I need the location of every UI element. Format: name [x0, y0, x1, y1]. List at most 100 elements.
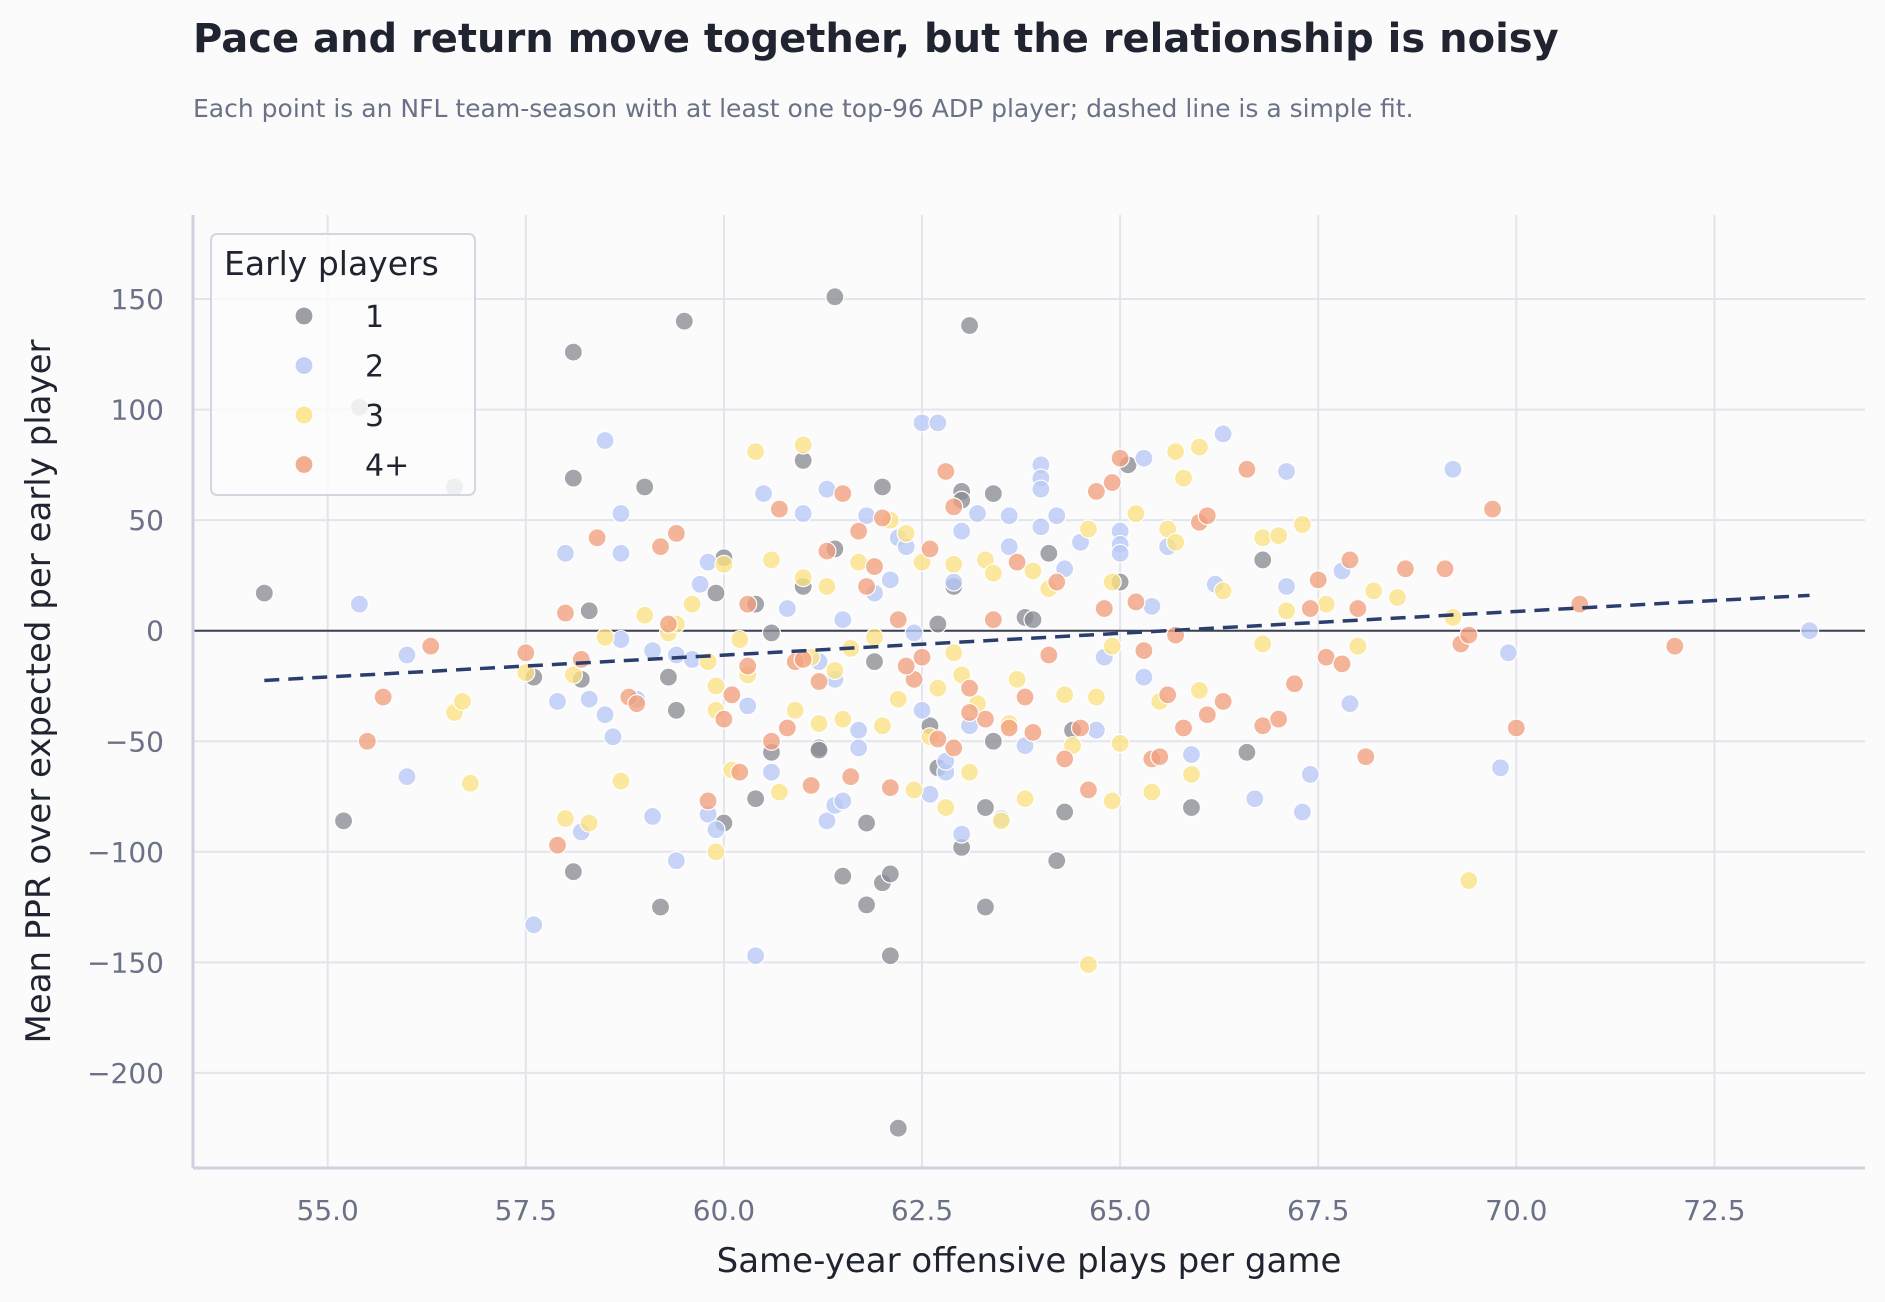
legend-label: 4+: [365, 449, 409, 484]
y-tick-label: −50: [105, 725, 164, 758]
data-point-series-2: [920, 784, 940, 804]
data-point-series-4+: [769, 499, 789, 519]
data-point-series-3: [944, 554, 964, 574]
data-point-series-4+: [841, 767, 861, 787]
data-point-series-2: [833, 791, 853, 811]
x-tick-label: 65.0: [1089, 1194, 1151, 1227]
data-point-series-1: [658, 667, 679, 687]
data-point-series-2: [595, 430, 615, 451]
data-point-series-4+: [1110, 448, 1130, 468]
data-point-series-3: [1102, 636, 1122, 656]
y-axis-label: Mean PPR over expected per early player: [19, 339, 59, 1043]
data-point-series-2: [817, 479, 837, 499]
data-point-series-1: [825, 287, 845, 307]
data-point-series-3: [888, 689, 908, 709]
data-point-series-4+: [1173, 718, 1194, 738]
data-point-series-3: [1292, 514, 1312, 535]
data-point-series-2: [1031, 479, 1051, 499]
data-point-series-1: [809, 740, 829, 760]
data-point-series-3: [555, 809, 576, 829]
data-point-series-3: [706, 676, 726, 696]
data-point-series-4+: [896, 656, 916, 676]
data-point-series-3: [1102, 791, 1122, 811]
data-point-series-2: [952, 824, 972, 844]
data-point-series-3: [1189, 437, 1209, 457]
data-point-series-2: [967, 503, 988, 524]
data-point-series-4+: [920, 539, 940, 559]
data-point-series-4+: [722, 685, 742, 705]
legend-title: Early players: [224, 244, 439, 283]
data-point-series-3: [595, 627, 615, 647]
chart-title: Pace and return move together, but the r…: [193, 16, 1559, 62]
data-point-series-1: [635, 477, 655, 497]
data-point-series-2: [1799, 621, 1820, 641]
data-point-series-2: [944, 572, 964, 592]
data-point-series-2: [666, 645, 686, 665]
data-point-series-3: [1276, 601, 1297, 621]
data-point-series-3: [1189, 680, 1209, 700]
data-point-series-4+: [1102, 472, 1122, 493]
data-point-series-4+: [1269, 709, 1289, 729]
y-tick-label: 100: [111, 394, 164, 427]
data-point-series-4+: [983, 610, 1003, 630]
data-point-series-3: [1173, 468, 1194, 488]
data-point-series-2: [690, 574, 710, 594]
data-point-series-1: [1039, 543, 1059, 563]
data-point-series-4+: [1039, 645, 1059, 665]
data-point-series-3: [1348, 636, 1368, 656]
data-point-series-1: [674, 311, 694, 331]
data-point-series-1: [1181, 797, 1202, 818]
data-point-series-4+: [738, 656, 758, 676]
data-point-series-3: [864, 627, 885, 647]
data-point-series-3: [460, 773, 480, 793]
data-point-series-2: [746, 946, 766, 966]
chart-subtitle: Each point is an NFL team-season with at…: [193, 94, 1414, 123]
data-point-series-1: [563, 468, 583, 488]
data-point-series-2: [547, 691, 568, 712]
data-point-series-3: [563, 665, 583, 685]
tick-labels: 55.0 57.5 60.0 62.5 65.0 67.5 70.0 72.5 150 100 50…: [87, 283, 1746, 1227]
data-point-series-4+: [587, 528, 607, 548]
data-point-series-4+: [944, 497, 964, 517]
data-point-series-2: [1498, 643, 1519, 663]
data-point-series-2: [1213, 424, 1233, 444]
data-point-series-4+: [1213, 691, 1233, 712]
data-point-series-2: [999, 537, 1019, 557]
data-point-series-2: [761, 762, 782, 782]
data-point-series-1: [746, 789, 766, 809]
data-point-series-3: [682, 594, 702, 614]
legend-marker: [294, 454, 314, 475]
data-point-series-2: [611, 629, 631, 650]
data-point-series-4+: [959, 678, 980, 698]
y-tick-label: 0: [146, 615, 164, 648]
data-point-series-4+: [1459, 625, 1479, 645]
data-point-series-4+: [777, 718, 797, 738]
data-point-series-4+: [888, 610, 908, 630]
legend-label: 1: [365, 300, 384, 335]
data-point-series-4+: [944, 738, 964, 758]
data-point-series-4+: [1570, 594, 1590, 614]
data-point-series-3: [1086, 687, 1106, 707]
data-point-series-4+: [666, 523, 686, 544]
data-point-series-1: [1047, 851, 1067, 871]
data-point-series-2: [698, 552, 718, 572]
data-point-series-3: [793, 568, 813, 588]
data-point-series-1: [928, 614, 948, 634]
data-point-series-2: [643, 806, 663, 827]
data-point-series-2: [880, 570, 900, 590]
data-point-series-3: [579, 813, 599, 833]
data-point-series-4+: [928, 729, 948, 749]
data-point-series-2: [397, 767, 417, 787]
data-point-series-2: [849, 720, 869, 740]
data-point-series-2: [738, 696, 758, 716]
data-point-series-3: [872, 716, 893, 736]
data-point-series-2: [1490, 758, 1511, 778]
data-point-series-4+: [1395, 559, 1415, 579]
data-point-series-2: [1276, 576, 1297, 597]
data-point-series-1: [1237, 742, 1257, 762]
data-point-series-1: [975, 897, 996, 917]
data-point-series-3: [959, 762, 980, 782]
data-point-series-4+: [1340, 550, 1360, 570]
x-tick-label: 60.0: [693, 1194, 755, 1227]
